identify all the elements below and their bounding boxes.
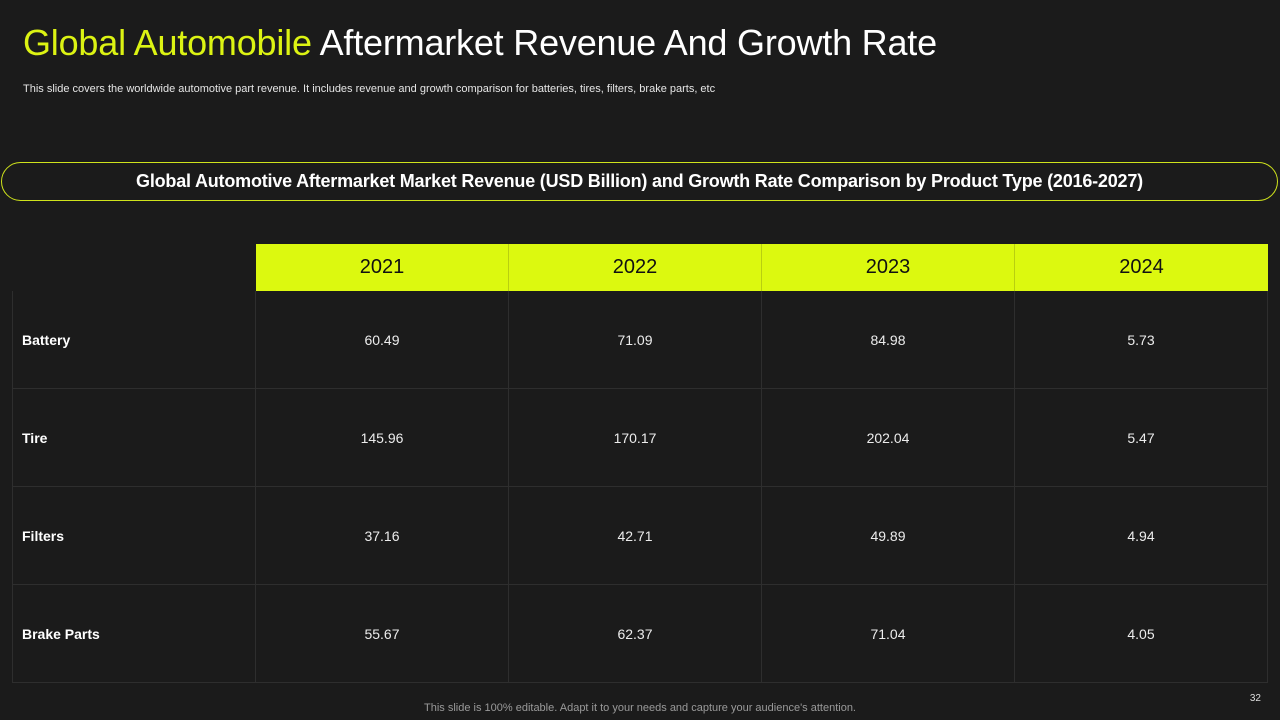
table-cell: 62.37 xyxy=(509,585,762,682)
table-caption-banner: Global Automotive Aftermarket Market Rev… xyxy=(1,162,1278,201)
column-header: 2021 xyxy=(256,244,509,291)
table-header-row: 2021 2022 2023 2024 xyxy=(12,244,1268,291)
table-cell: 37.16 xyxy=(256,487,509,584)
row-label: Battery xyxy=(12,291,256,388)
column-header: 2022 xyxy=(509,244,762,291)
table-cell: 49.89 xyxy=(762,487,1015,584)
table-row: Battery 60.49 71.09 84.98 5.73 xyxy=(12,291,1268,389)
table-caption: Global Automotive Aftermarket Market Rev… xyxy=(136,171,1143,191)
page-number: 32 xyxy=(1249,693,1261,704)
row-label: Tire xyxy=(12,389,256,486)
header-blank-cell xyxy=(12,244,256,291)
table-row: Filters 37.16 42.71 49.89 4.94 xyxy=(12,487,1268,585)
column-header: 2023 xyxy=(762,244,1015,291)
table-cell: 5.47 xyxy=(1015,389,1268,486)
table-cell: 71.04 xyxy=(762,585,1015,682)
footer-note: This slide is 100% editable. Adapt it to… xyxy=(424,702,856,714)
slide-description: This slide covers the worldwide automoti… xyxy=(23,83,716,95)
table-cell: 5.73 xyxy=(1015,291,1268,388)
table-cell: 202.04 xyxy=(762,389,1015,486)
title-accent: Global Automobile xyxy=(23,22,312,63)
table-row: Tire 145.96 170.17 202.04 5.47 xyxy=(12,389,1268,487)
table-cell: 55.67 xyxy=(256,585,509,682)
page-title: Global Automobile Aftermarket Revenue An… xyxy=(23,22,937,64)
table-cell: 145.96 xyxy=(256,389,509,486)
row-label: Filters xyxy=(12,487,256,584)
title-rest: Aftermarket Revenue And Growth Rate xyxy=(319,22,938,63)
table-cell: 42.71 xyxy=(509,487,762,584)
table-cell: 71.09 xyxy=(509,291,762,388)
column-header: 2024 xyxy=(1015,244,1268,291)
row-label: Brake Parts xyxy=(12,585,256,682)
table-cell: 84.98 xyxy=(762,291,1015,388)
table-cell: 4.94 xyxy=(1015,487,1268,584)
table-cell: 4.05 xyxy=(1015,585,1268,682)
table-cell: 60.49 xyxy=(256,291,509,388)
table-row: Brake Parts 55.67 62.37 71.04 4.05 xyxy=(12,585,1268,683)
table-cell: 170.17 xyxy=(509,389,762,486)
revenue-table: 2021 2022 2023 2024 Battery 60.49 71.09 … xyxy=(12,244,1268,683)
